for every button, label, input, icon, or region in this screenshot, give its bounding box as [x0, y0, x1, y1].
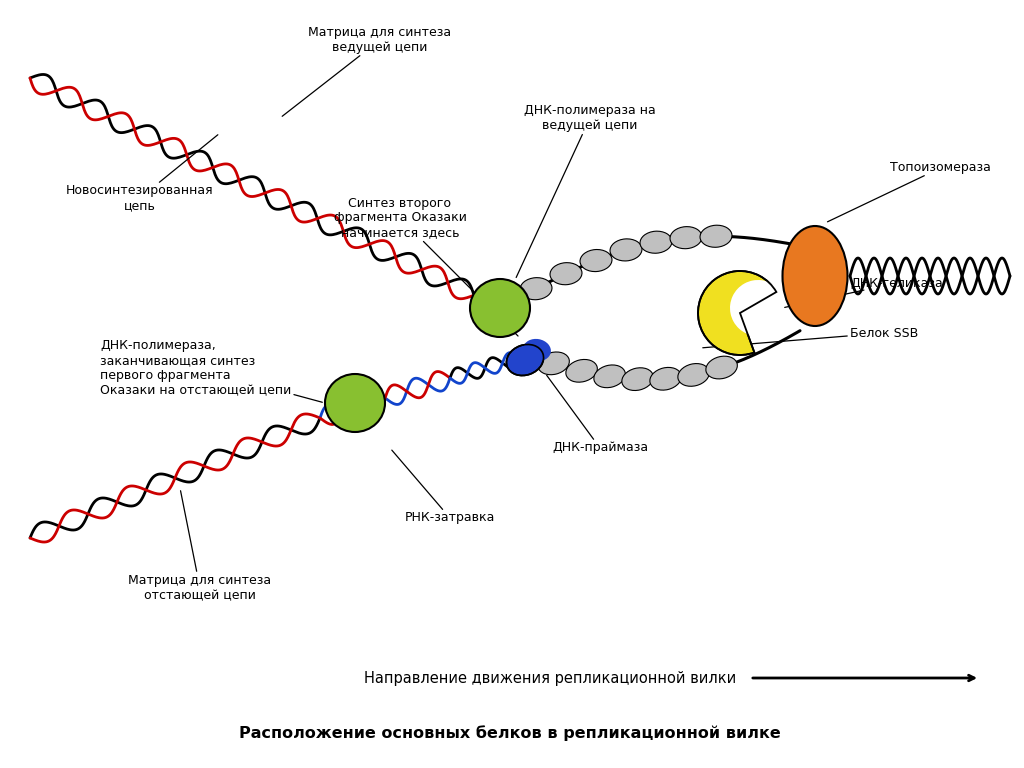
Text: ДНК-геликаза: ДНК-геликаза — [784, 276, 943, 307]
Ellipse shape — [523, 339, 551, 361]
Text: РНК-затравка: РНК-затравка — [392, 450, 496, 525]
Ellipse shape — [678, 363, 710, 386]
Ellipse shape — [538, 352, 569, 375]
Ellipse shape — [550, 263, 582, 285]
Text: ДНК-полимераза на
ведущей цепи: ДНК-полимераза на ведущей цепи — [516, 104, 656, 277]
Text: Матрица для синтеза
отстающей цепи: Матрица для синтеза отстающей цепи — [128, 491, 271, 602]
Ellipse shape — [650, 367, 681, 390]
Ellipse shape — [566, 359, 597, 382]
Ellipse shape — [594, 365, 626, 388]
Text: ДНК-праймаза: ДНК-праймаза — [547, 376, 648, 455]
Text: Топоизомераза: Топоизомераза — [827, 161, 991, 222]
Ellipse shape — [670, 227, 702, 249]
Ellipse shape — [700, 225, 732, 247]
Ellipse shape — [580, 250, 612, 272]
Ellipse shape — [706, 356, 737, 379]
Text: Расположение основных белков в репликационной вилке: Расположение основных белков в репликаци… — [240, 725, 781, 741]
Text: Матрица для синтеза
ведущей цепи: Матрица для синтеза ведущей цепи — [283, 26, 452, 116]
Ellipse shape — [520, 278, 552, 300]
Ellipse shape — [507, 345, 544, 376]
Ellipse shape — [782, 226, 848, 326]
Ellipse shape — [640, 231, 672, 253]
Ellipse shape — [622, 368, 653, 390]
Ellipse shape — [325, 374, 385, 432]
Wedge shape — [730, 280, 785, 336]
Text: ДНК-полимераза,
заканчивающая синтез
первого фрагмента
Оказаки на отстающей цепи: ДНК-полимераза, заканчивающая синтез пер… — [100, 339, 323, 402]
Wedge shape — [698, 271, 776, 355]
Text: Белок SSB: Белок SSB — [702, 326, 919, 348]
Ellipse shape — [610, 239, 642, 261]
Ellipse shape — [470, 279, 530, 337]
Text: Синтез второго
фрагмента Оказаки
начинается здесь: Синтез второго фрагмента Оказаки начинае… — [334, 197, 518, 336]
Text: Новосинтезированная
цепь: Новосинтезированная цепь — [67, 134, 218, 212]
Text: Направление движения репликационной вилки: Направление движения репликационной вилк… — [364, 670, 736, 686]
